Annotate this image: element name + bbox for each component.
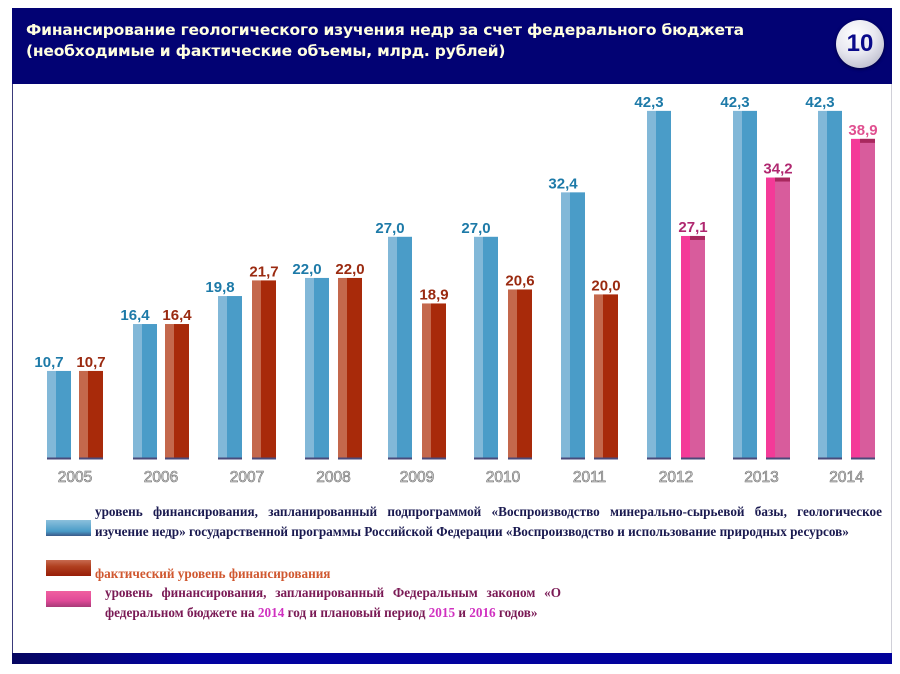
data-label-planned-2008: 22,0	[292, 261, 321, 278]
title-line-2: (необходимые и фактические объемы, млрд.…	[26, 42, 506, 60]
legend-law-part1: уровень финансирования, запланированный …	[105, 585, 561, 620]
bar-base-planned-2014	[818, 457, 842, 460]
data-label-planned-2007: 19,8	[205, 279, 234, 296]
bar-actual-2005	[79, 370, 103, 459]
data-label-planned-2014: 42,3	[805, 94, 834, 111]
data-label-planned-2013: 42,3	[720, 94, 749, 111]
legend-law-year-2015: 2015	[428, 605, 456, 620]
bar-base-federal_law-2014	[851, 457, 875, 460]
bar-base-planned-2006	[133, 457, 157, 460]
bar-base-federal_law-2013	[766, 457, 790, 460]
bar-federal_law-2012	[681, 235, 705, 459]
legend-law-part2: год и плановый период	[284, 605, 429, 620]
bar-base-planned-2008	[305, 457, 329, 460]
legend-swatch-actual	[46, 560, 91, 576]
bar-cap-federal_law-2014	[860, 138, 875, 143]
legend-federal-law: уровень финансирования, запланированный …	[105, 583, 561, 623]
bar-base-actual-2009	[422, 457, 446, 460]
data-label-planned-2012: 42,3	[634, 94, 663, 111]
bar-base-actual-2011	[594, 457, 618, 460]
bar-actual-2009	[422, 303, 446, 459]
title-line-1: Финансирование геологического изучения н…	[26, 21, 744, 39]
legend-law-year-2014: 2014	[257, 605, 285, 620]
bar-planned-2006	[133, 324, 157, 459]
bar-planned-2005	[47, 370, 71, 459]
x-tick-label-2009: 2009	[400, 469, 434, 486]
bar-base-planned-2005	[47, 457, 71, 460]
data-label-actual-2011: 20,0	[591, 277, 620, 294]
bar-actual-2007	[252, 280, 276, 459]
bar-planned-2014	[818, 110, 842, 459]
data-label-actual-2010: 20,6	[505, 272, 534, 289]
data-label-actual-2005: 10,7	[76, 354, 105, 371]
bar-planned-2009	[388, 236, 412, 459]
bar-base-planned-2013	[733, 457, 757, 460]
bar-planned-2007	[218, 296, 242, 459]
bar-planned-2011	[561, 192, 585, 459]
bar-base-federal_law-2012	[681, 457, 705, 460]
data-label-federal_law-2014: 38,9	[848, 122, 877, 139]
data-label-planned-2010: 27,0	[461, 220, 490, 237]
bar-actual-2008	[338, 277, 362, 459]
bar-federal_law-2013	[766, 177, 790, 459]
data-label-actual-2008: 22,0	[335, 261, 364, 278]
bar-base-actual-2010	[508, 457, 532, 460]
slide-number-badge: 10	[836, 20, 884, 68]
bar-planned-2010	[474, 236, 498, 459]
content-frame	[12, 84, 892, 656]
bar-cap-federal_law-2012	[690, 235, 705, 240]
bar-base-planned-2012	[647, 457, 671, 460]
x-tick-label-2011: 2011	[573, 469, 606, 486]
slide-number: 10	[846, 30, 874, 57]
bar-base-actual-2008	[338, 457, 362, 460]
bar-planned-2012	[647, 110, 671, 459]
legend-law-part3: и	[455, 605, 470, 620]
x-tick-label-2006: 2006	[144, 469, 178, 486]
bar-actual-2006	[165, 324, 189, 459]
legend-swatch-planned	[46, 520, 91, 536]
bar-actual-2011	[594, 294, 618, 459]
legend-law-part4: годов»	[495, 605, 538, 620]
bar-base-actual-2007	[252, 457, 276, 460]
bar-base-planned-2011	[561, 457, 585, 460]
bar-base-planned-2010	[474, 457, 498, 460]
bar-base-planned-2009	[388, 457, 412, 460]
legend-swatch-federal-law	[46, 591, 91, 607]
bar-base-actual-2006	[165, 457, 189, 460]
bar-planned-2013	[733, 110, 757, 459]
legend-actual: фактический уровень финансирования	[95, 566, 331, 581]
x-tick-label-2010: 2010	[486, 469, 521, 486]
data-label-actual-2007: 21,7	[249, 263, 278, 280]
legend-planned: уровень финансирования, запланированный …	[95, 504, 882, 539]
data-label-planned-2009: 27,0	[375, 220, 404, 237]
data-label-planned-2011: 32,4	[548, 175, 578, 192]
header-bar	[12, 8, 892, 84]
data-label-planned-2006: 16,4	[120, 307, 150, 324]
data-label-federal_law-2012: 27,1	[678, 219, 707, 236]
bar-base-actual-2005	[79, 457, 103, 460]
bar-actual-2010	[508, 289, 532, 459]
data-label-actual-2006: 16,4	[162, 307, 192, 324]
x-tick-label-2013: 2013	[744, 469, 778, 486]
x-tick-label-2007: 2007	[230, 469, 264, 486]
bar-chart: 10,7 10,7 16,4 16,4 19,8 21,7 22,0 22,0 27,0 18,9…	[34, 94, 877, 486]
data-label-actual-2009: 18,9	[419, 286, 448, 303]
slide-title: Финансирование геологического изучения н…	[26, 20, 806, 62]
bar-planned-2008	[305, 277, 329, 459]
data-label-federal_law-2013: 34,2	[763, 161, 792, 178]
legend-law-year-2016: 2016	[469, 605, 496, 620]
x-tick-label-2008: 2008	[316, 469, 350, 486]
x-tick-label-2014: 2014	[829, 469, 864, 486]
data-label-planned-2005: 10,7	[34, 354, 63, 371]
bar-base-planned-2007	[218, 457, 242, 460]
bar-federal_law-2014	[851, 138, 875, 459]
x-tick-label-2012: 2012	[659, 469, 693, 486]
footer-bar	[12, 653, 892, 664]
x-tick-label-2005: 2005	[58, 469, 92, 486]
bar-cap-federal_law-2013	[775, 177, 790, 182]
